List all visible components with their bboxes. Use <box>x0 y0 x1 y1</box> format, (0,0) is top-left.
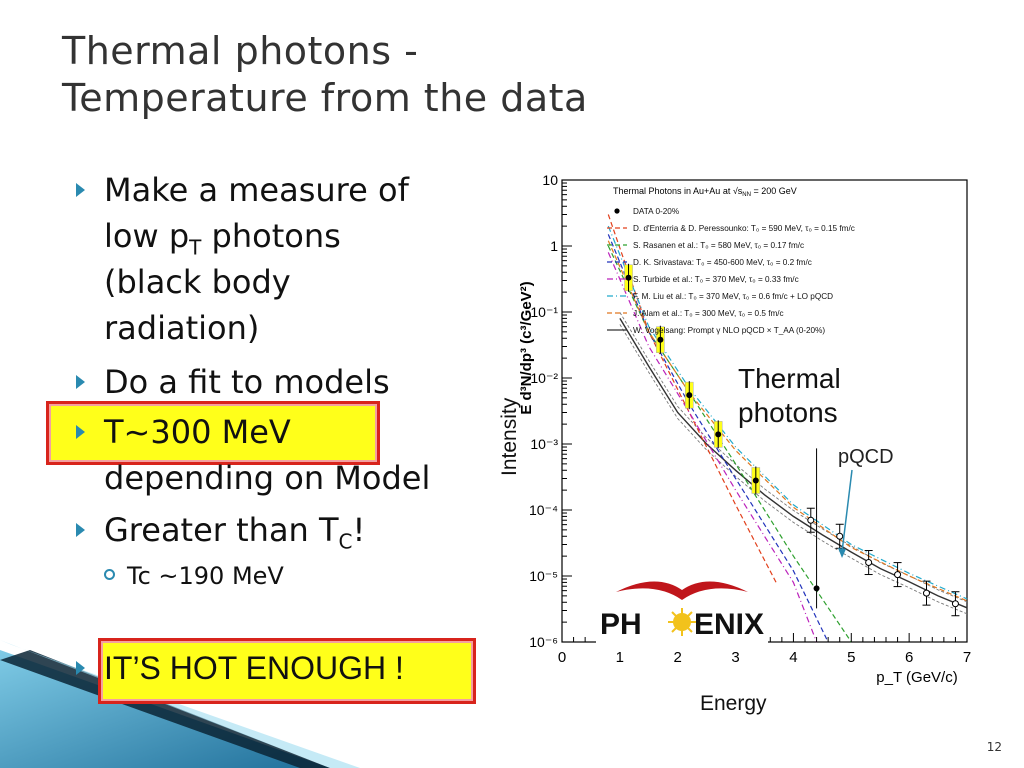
data-point-open <box>807 516 815 524</box>
plot-frame <box>561 179 968 643</box>
data-point <box>686 392 693 399</box>
model-curve-band <box>619 324 968 615</box>
bullet-text: Do a fit to models <box>104 363 390 401</box>
title-line-1: Thermal photons - <box>62 29 419 73</box>
legend-title: Thermal Photons in Au+Au at √sNN = 200 G… <box>613 186 797 198</box>
legend-entry: W. Vogelsang: Prompt γ NLO pQCD × T_AA (… <box>633 326 825 335</box>
highlight-box <box>98 638 476 704</box>
x-tick-label: 5 <box>847 649 855 666</box>
logo-text-right: ENIX <box>694 608 764 641</box>
sub-bullet-text: Tc ~190 MeV <box>127 562 284 590</box>
model-curve <box>607 234 829 643</box>
annotation-line: photons <box>738 397 838 428</box>
x-tick-label: 4 <box>789 649 797 666</box>
thermal-photons-annotation: Thermal photons <box>738 362 841 430</box>
data-point <box>715 431 722 438</box>
bullet-subscript: T <box>189 235 202 260</box>
bullet-text: Greater than TC! <box>104 508 365 563</box>
plot-area <box>561 179 968 643</box>
bullet-arrow-icon <box>76 523 85 537</box>
legend: Thermal Photons in Au+Au at √sNN = 200 G… <box>607 186 855 335</box>
slide-title: Thermal photons - Temperature from the d… <box>62 28 588 122</box>
energy-annotation: Energy <box>700 692 767 715</box>
phenix-logo: PH ENIX <box>596 574 768 644</box>
bullet-arrow-icon <box>76 183 85 197</box>
bullet-text: T~300 MeV <box>104 413 291 451</box>
model-curve-band <box>619 312 968 603</box>
x-tick-label: 3 <box>731 649 739 666</box>
sub-bullet-ring-icon <box>104 568 115 580</box>
model-curve <box>607 214 777 583</box>
bullet-subscript: C <box>338 529 353 554</box>
phenix-thermal-photon-plot: 0 1 2 3 4 5 6 7 10⁻⁶ 10⁻⁵ 10⁻⁴ 10⁻³ 10⁻² 10⁻¹ 1 10 Ther… <box>518 172 971 686</box>
x-tick-label: 2 <box>674 649 682 666</box>
model-curve <box>607 252 818 643</box>
legend-entry: F. M. Liu et al.: T₀ = 370 MeV, τ₀ = 0.6… <box>633 292 833 301</box>
data-point-open <box>894 571 902 579</box>
y-tick-label: 10 <box>542 172 558 188</box>
bullet-text: depending on Model <box>104 459 431 497</box>
data-point <box>625 274 632 281</box>
data-points <box>624 263 960 617</box>
phenix-logo-art: PH ENIX <box>600 581 764 641</box>
legend-marker <box>614 208 620 214</box>
y-tick-label: 10⁻⁵ <box>529 568 558 584</box>
y-axis-label: E d³N/dp³ (c³/GeV²) <box>518 281 535 414</box>
bullet-text: low pT photons <box>104 214 341 269</box>
bullet-text-part: ! <box>352 511 366 549</box>
y-tick-label: 10⁻² <box>530 370 558 386</box>
legend-entry: D. d'Enterria & D. Peressounko: T₀ = 590… <box>633 224 855 233</box>
data-point-open <box>865 559 873 567</box>
legend-entry: J. Alam et al.: T₀ = 300 MeV, τ₀ = 0.5 f… <box>633 309 784 318</box>
y-tick-label: 1 <box>550 238 558 254</box>
logo-text-left: PH <box>600 608 642 641</box>
bullet-text-part: photons <box>201 217 341 255</box>
bullet-text-part: low p <box>104 217 190 255</box>
highlight-box <box>46 401 380 465</box>
model-curve <box>607 245 852 643</box>
data-point-open <box>836 532 844 540</box>
bullet-arrow-icon <box>76 425 85 439</box>
bullet-text: radiation) <box>104 309 260 347</box>
data-point-open <box>923 589 930 597</box>
legend-entry: S. Rasanen et al.: T₀ = 580 MeV, τ₀ = 0.… <box>633 241 804 250</box>
x-axis-label: p_T (GeV/c) <box>876 669 957 686</box>
bullet-text: IT’S HOT ENOUGH ! <box>104 650 404 686</box>
y-tick-label: 10⁻³ <box>530 436 558 452</box>
slide-number: 12 <box>986 740 1002 754</box>
legend-entry: DATA 0-20% <box>633 207 679 216</box>
x-tick-label: 7 <box>963 649 971 666</box>
y-tick-label: 10⁻⁶ <box>529 634 558 650</box>
bullet-text: Make a measure of <box>104 171 409 209</box>
title-line-2: Temperature from the data <box>62 76 588 120</box>
legend-entry: S. Turbide et al.: T₀ = 370 MeV, τ₀ = 0.… <box>633 275 799 284</box>
x-tick-label: 1 <box>616 649 624 666</box>
model-curve <box>607 240 968 602</box>
data-point <box>657 336 664 343</box>
bullet-text: (black body <box>104 263 291 301</box>
model-curve <box>619 318 968 609</box>
pqcd-arrow <box>838 469 853 558</box>
legend-entry: D. K. Srivastava: T₀ = 450-600 MeV, τ₀ =… <box>633 258 812 267</box>
data-point <box>813 585 820 592</box>
y-tick-label: 10⁻¹ <box>530 304 558 320</box>
bullet-text-part: Greater than T <box>104 511 339 549</box>
sub-bullet-item: Tc ~190 MeV <box>104 562 284 590</box>
annotation-line: Thermal <box>738 363 841 394</box>
data-point-open <box>951 600 959 608</box>
data-point <box>752 477 759 484</box>
y-tick-label: 10⁻⁴ <box>529 502 558 518</box>
x-tick-label: 6 <box>905 649 913 666</box>
intensity-annotation: Intensity <box>498 397 521 476</box>
model-curve <box>607 225 968 600</box>
model-curves <box>607 214 968 643</box>
pqcd-annotation: pQCD <box>838 446 894 468</box>
bullet-arrow-icon <box>76 375 85 389</box>
x-tick-label: 0 <box>558 649 566 666</box>
bullet-arrow-icon <box>76 661 85 675</box>
